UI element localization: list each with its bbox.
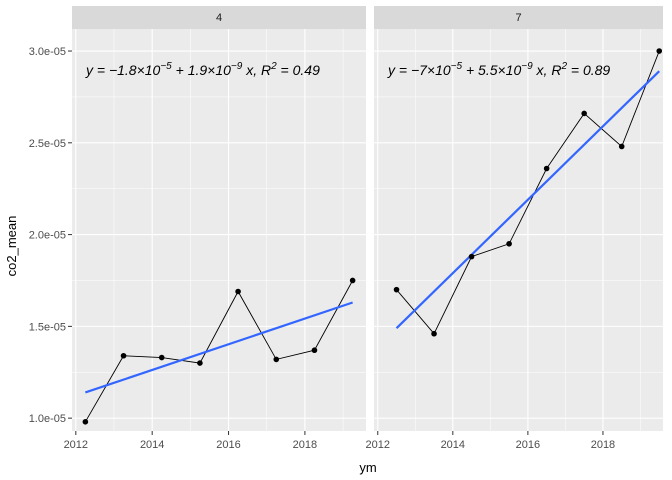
facet-panels: 4 y = −1.8×10−5 + 1.9×10−9 x, R2 = 0.49 7 y… — [72, 6, 663, 431]
panel-background — [374, 29, 663, 431]
y-tick-label: 1.5e-05 — [29, 321, 66, 333]
x-tick-label: 2016 — [516, 439, 540, 451]
x-tick-label: 2014 — [441, 439, 465, 451]
y-tick-label: 2.0e-05 — [29, 230, 66, 242]
y-axis: 1.0e-05 1.5e-05 2.0e-05 2.5e-05 3.0e-05 — [29, 46, 72, 425]
facet-strip-label: 4 — [216, 12, 222, 24]
data-point — [273, 356, 280, 363]
data-point — [581, 110, 587, 117]
data-point — [468, 253, 475, 260]
x-tick-label: 2012 — [64, 439, 88, 451]
data-point — [618, 143, 625, 150]
facet-strip — [72, 6, 366, 29]
facet-panel-7: 7 y = −7×10−5 + 5.5×10−9 x, R2 = 0.89 — [374, 6, 663, 431]
data-point — [158, 354, 165, 361]
data-series-line — [84, 280, 354, 423]
regression-equation: y = −1.8×10−5 + 1.9×10−9 x, R2 = 0.49 — [85, 61, 320, 78]
x-tick-label: 2018 — [293, 439, 317, 451]
data-point — [656, 48, 663, 54]
data-point — [82, 419, 89, 425]
data-point — [311, 347, 318, 354]
facet-strip — [374, 6, 663, 29]
facet-panel-4: 4 y = −1.8×10−5 + 1.9×10−9 x, R2 = 0.49 — [72, 6, 366, 431]
y-tick-label: 2.5e-05 — [29, 138, 66, 150]
data-point — [393, 286, 400, 293]
data-point — [235, 288, 241, 295]
x-tick-label: 2018 — [591, 439, 615, 451]
data-point — [431, 330, 437, 337]
panel-background — [72, 29, 366, 431]
regression-equation: y = −7×10−5 + 5.5×10−9 x, R2 = 0.89 — [387, 61, 610, 78]
data-point — [506, 240, 512, 247]
x-tick-label: 2016 — [216, 439, 240, 451]
x-axis-title: ym — [359, 460, 376, 475]
data-series-line — [396, 50, 660, 335]
regression-line — [85, 301, 353, 394]
x-tick-label: 2012 — [366, 439, 390, 451]
y-axis-title: co2_mean — [4, 216, 19, 277]
data-point — [543, 165, 550, 172]
x-axes: 2012 2014 2016 2018 2012 2014 2016 2018 — [64, 431, 615, 451]
data-point — [197, 360, 203, 366]
data-point — [349, 277, 356, 284]
regression-line — [395, 70, 661, 329]
facet-strip-label: 7 — [515, 12, 521, 24]
x-tick-label: 2014 — [140, 439, 164, 451]
y-tick-label: 3.0e-05 — [29, 46, 66, 58]
data-point — [120, 352, 127, 359]
y-tick-label: 1.0e-05 — [29, 413, 66, 425]
